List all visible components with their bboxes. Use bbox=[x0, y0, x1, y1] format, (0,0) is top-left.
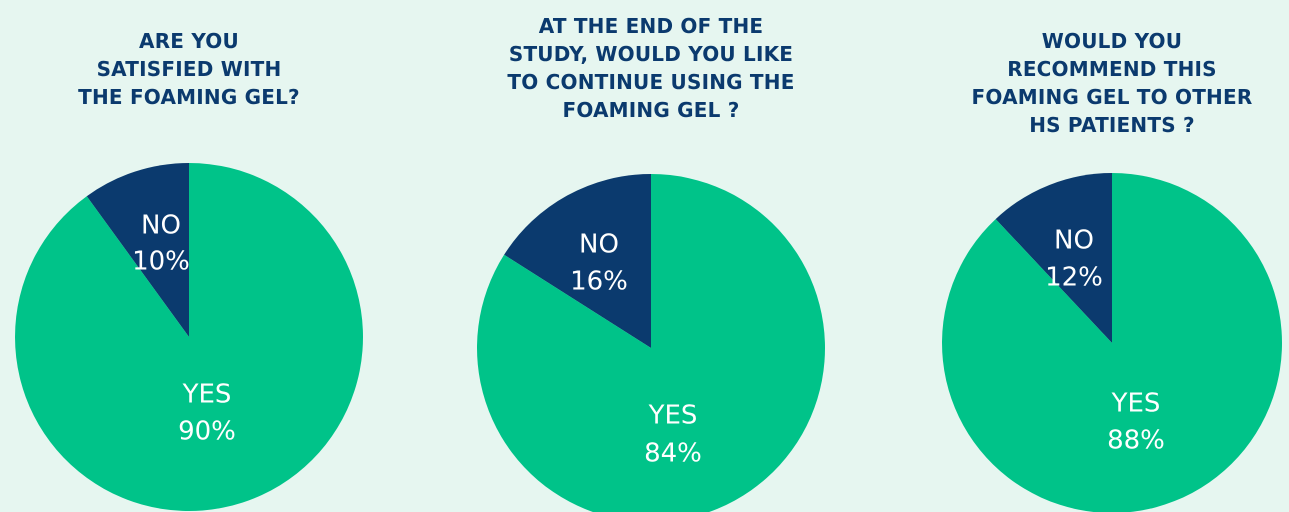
slice-percent-label: 90% bbox=[178, 417, 236, 447]
slice-category-label: NO bbox=[1054, 226, 1094, 256]
slice-category-label: NO bbox=[579, 230, 619, 260]
title-line: WOULD YOU bbox=[1041, 29, 1183, 53]
title-line: TO CONTINUE USING THE bbox=[507, 70, 795, 94]
title-line: RECOMMEND THIS bbox=[1007, 57, 1217, 81]
chart-title-satisfaction: ARE YOU SATISFIED WITH THE FOAMING GEL? bbox=[0, 27, 389, 111]
title-line: HS PATIENTS ? bbox=[1029, 113, 1195, 137]
pie-slice-yes bbox=[15, 163, 364, 511]
chart-title-continue-use: AT THE END OF THE STUDY, WOULD YOU LIKE … bbox=[451, 12, 851, 124]
chart-title-recommend: WOULD YOU RECOMMEND THIS FOAMING GEL TO … bbox=[912, 27, 1289, 139]
title-line: ARE YOU bbox=[139, 29, 239, 53]
slice-category-label: YES bbox=[182, 380, 232, 410]
pie-slice-no bbox=[86, 163, 189, 337]
slice-percent-label: 10% bbox=[132, 247, 190, 277]
slice-percent-label: 16% bbox=[570, 267, 628, 297]
title-line: STUDY, WOULD YOU LIKE bbox=[508, 42, 794, 66]
pie-slice-no bbox=[504, 174, 651, 348]
title-line: AT THE END OF THE bbox=[538, 14, 764, 38]
slice-category-label: YES bbox=[648, 401, 698, 431]
title-line: FOAMING GEL ? bbox=[562, 98, 740, 122]
pie-slice-yes bbox=[477, 174, 826, 512]
pie-slice-yes bbox=[942, 173, 1282, 512]
title-line: SATISFIED WITH bbox=[96, 57, 282, 81]
slice-percent-label: 12% bbox=[1045, 263, 1103, 293]
slice-category-label: YES bbox=[1111, 389, 1161, 419]
pie-slice-no bbox=[995, 173, 1112, 343]
slice-category-label: NO bbox=[141, 211, 181, 241]
slice-percent-label: 88% bbox=[1107, 426, 1165, 456]
title-line: THE FOAMING GEL? bbox=[78, 85, 300, 109]
slice-percent-label: 84% bbox=[644, 439, 702, 469]
title-line: FOAMING GEL TO OTHER bbox=[971, 85, 1253, 109]
